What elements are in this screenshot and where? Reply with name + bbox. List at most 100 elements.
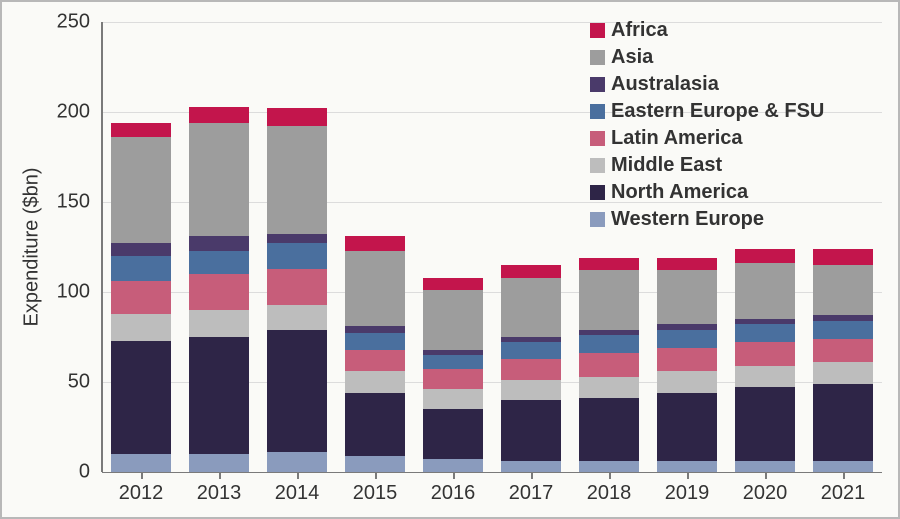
- x-tick-label: 2014: [275, 482, 320, 505]
- legend-swatch: [590, 23, 605, 38]
- seg-asia: [735, 263, 796, 319]
- seg-africa: [345, 236, 406, 250]
- y-tick-label: 250: [57, 11, 90, 34]
- legend-label: Africa: [611, 18, 668, 43]
- legend-item-africa: Africa: [590, 18, 824, 43]
- seg-north_america: [579, 398, 640, 461]
- seg-western_europe: [813, 461, 874, 472]
- y-tick-label: 0: [79, 461, 90, 484]
- seg-middle_east: [423, 389, 484, 409]
- seg-western_europe: [501, 461, 562, 472]
- legend-item-asia: Asia: [590, 45, 824, 70]
- seg-africa: [657, 258, 718, 271]
- y-tick-label: 100: [57, 281, 90, 304]
- seg-north_america: [267, 330, 328, 452]
- x-tick-label: 2012: [119, 482, 164, 505]
- seg-australasia: [579, 330, 640, 335]
- seg-middle_east: [735, 366, 796, 388]
- seg-asia: [501, 278, 562, 337]
- seg-eastern_europe_fsu: [267, 243, 328, 268]
- x-tick: [375, 472, 377, 479]
- y-tick-label: 50: [68, 371, 90, 394]
- seg-asia: [345, 251, 406, 327]
- legend-item-western_europe: Western Europe: [590, 207, 824, 232]
- legend-item-middle_east: Middle East: [590, 153, 824, 178]
- x-tick-label: 2021: [821, 482, 866, 505]
- seg-eastern_europe_fsu: [345, 333, 406, 349]
- seg-australasia: [267, 234, 328, 243]
- legend-label: Eastern Europe & FSU: [611, 99, 824, 124]
- x-tick: [531, 472, 533, 479]
- seg-north_america: [111, 341, 172, 454]
- seg-africa: [813, 249, 874, 265]
- seg-australasia: [345, 326, 406, 333]
- legend-label: Western Europe: [611, 207, 764, 232]
- seg-eastern_europe_fsu: [501, 342, 562, 358]
- seg-australasia: [423, 350, 484, 355]
- x-tick-label: 2015: [353, 482, 398, 505]
- seg-north_america: [813, 384, 874, 461]
- legend-label: Middle East: [611, 153, 722, 178]
- seg-australasia: [111, 243, 172, 256]
- seg-asia: [579, 270, 640, 329]
- seg-asia: [813, 265, 874, 315]
- legend-swatch: [590, 104, 605, 119]
- legend: AfricaAsiaAustralasiaEastern Europe & FS…: [590, 18, 824, 232]
- seg-australasia: [735, 319, 796, 324]
- seg-australasia: [813, 315, 874, 320]
- seg-australasia: [189, 236, 250, 250]
- seg-africa: [189, 107, 250, 123]
- legend-swatch: [590, 212, 605, 227]
- legend-label: Asia: [611, 45, 653, 70]
- seg-western_europe: [345, 456, 406, 472]
- seg-africa: [735, 249, 796, 263]
- seg-africa: [501, 265, 562, 278]
- seg-middle_east: [813, 362, 874, 384]
- x-tick: [453, 472, 455, 479]
- x-tick: [687, 472, 689, 479]
- bar-2014: [267, 22, 328, 472]
- legend-item-eastern_europe_fsu: Eastern Europe & FSU: [590, 99, 824, 124]
- legend-swatch: [590, 50, 605, 65]
- legend-swatch: [590, 185, 605, 200]
- y-axis-label: Expenditure ($bn): [21, 168, 44, 327]
- x-tick-label: 2017: [509, 482, 554, 505]
- seg-eastern_europe_fsu: [657, 330, 718, 348]
- seg-latin_america: [267, 269, 328, 305]
- seg-australasia: [501, 337, 562, 342]
- seg-asia: [657, 270, 718, 324]
- seg-eastern_europe_fsu: [189, 251, 250, 274]
- seg-asia: [189, 123, 250, 236]
- seg-asia: [267, 126, 328, 234]
- seg-africa: [423, 278, 484, 291]
- seg-eastern_europe_fsu: [111, 256, 172, 281]
- seg-western_europe: [657, 461, 718, 472]
- legend-label: Australasia: [611, 72, 719, 97]
- seg-africa: [111, 123, 172, 137]
- seg-africa: [579, 258, 640, 271]
- bar-2012: [111, 22, 172, 472]
- seg-eastern_europe_fsu: [813, 321, 874, 339]
- seg-north_america: [657, 393, 718, 461]
- seg-eastern_europe_fsu: [579, 335, 640, 353]
- y-axis: [101, 22, 103, 472]
- seg-western_europe: [111, 454, 172, 472]
- x-tick-label: 2019: [665, 482, 710, 505]
- bar-2017: [501, 22, 562, 472]
- legend-item-latin_america: Latin America: [590, 126, 824, 151]
- seg-latin_america: [111, 281, 172, 313]
- x-tick-label: 2020: [743, 482, 788, 505]
- x-tick: [219, 472, 221, 479]
- x-tick: [609, 472, 611, 479]
- seg-middle_east: [657, 371, 718, 393]
- seg-middle_east: [189, 310, 250, 337]
- seg-middle_east: [345, 371, 406, 393]
- seg-western_europe: [579, 461, 640, 472]
- seg-asia: [111, 137, 172, 243]
- seg-western_europe: [189, 454, 250, 472]
- legend-swatch: [590, 158, 605, 173]
- seg-latin_america: [423, 369, 484, 389]
- seg-australasia: [657, 324, 718, 329]
- seg-latin_america: [813, 339, 874, 362]
- seg-africa: [267, 108, 328, 126]
